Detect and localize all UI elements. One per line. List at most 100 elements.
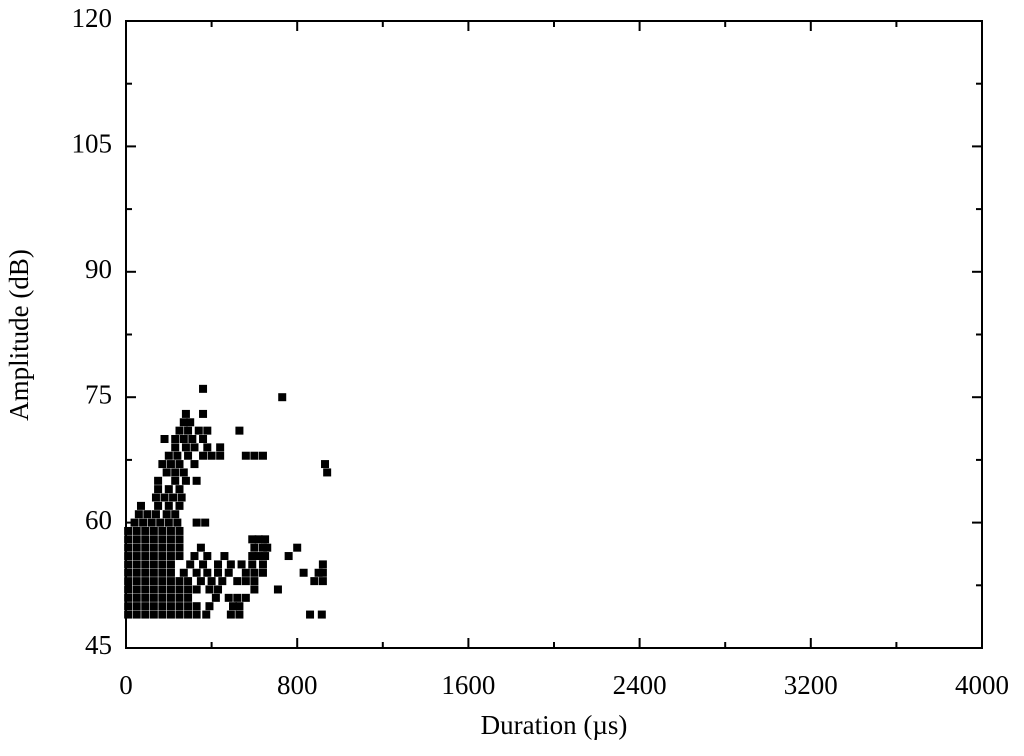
point [192, 610, 201, 619]
point [124, 560, 133, 569]
point [166, 568, 175, 577]
point [171, 476, 180, 485]
point [141, 543, 150, 552]
point [175, 460, 184, 469]
point [184, 426, 193, 435]
point [250, 543, 259, 552]
point [181, 409, 190, 418]
point [194, 426, 203, 435]
y-tick-label: 105 [72, 129, 113, 159]
point [166, 593, 175, 602]
point [158, 535, 167, 544]
point [164, 518, 173, 527]
point [124, 568, 133, 577]
y-tick-label: 75 [85, 379, 112, 409]
point [149, 560, 158, 569]
point [226, 560, 235, 569]
point [263, 543, 272, 552]
point [179, 418, 188, 427]
point [254, 552, 263, 561]
point [132, 543, 141, 552]
point [192, 585, 201, 594]
point [171, 435, 180, 443]
point [132, 577, 141, 586]
point [293, 543, 302, 552]
point [158, 602, 167, 611]
point [318, 568, 327, 577]
point [224, 593, 233, 602]
point [177, 493, 186, 502]
point [205, 602, 214, 611]
point [141, 602, 150, 611]
point [250, 585, 259, 594]
point [147, 518, 156, 527]
point [175, 543, 184, 552]
point [179, 568, 188, 577]
point [141, 560, 150, 569]
point [203, 443, 212, 452]
x-axis-title: Duration (µs) [481, 710, 628, 740]
point [184, 585, 193, 594]
point [203, 426, 212, 435]
point [199, 409, 208, 418]
x-tick-label: 4000 [955, 670, 1009, 700]
point [196, 543, 205, 552]
point [233, 593, 242, 602]
point [175, 602, 184, 611]
point [158, 543, 167, 552]
point [190, 552, 199, 561]
point [237, 560, 246, 569]
point [166, 460, 175, 469]
point [199, 435, 208, 443]
point [158, 560, 167, 569]
point [261, 535, 270, 544]
point [175, 610, 184, 619]
point [278, 393, 287, 402]
point [196, 577, 205, 586]
point [169, 493, 178, 502]
point [141, 535, 150, 544]
point [136, 501, 145, 510]
point [258, 543, 267, 552]
point [199, 560, 208, 569]
point [216, 451, 225, 460]
point [151, 493, 160, 502]
point [199, 384, 208, 393]
point [321, 460, 330, 469]
point [211, 593, 220, 602]
point [149, 585, 158, 594]
point [154, 485, 163, 494]
x-tick-label: 2400 [613, 670, 667, 700]
point [156, 518, 165, 527]
x-tick-label: 1600 [441, 670, 495, 700]
point [149, 610, 158, 619]
point [192, 476, 201, 485]
point [158, 610, 167, 619]
point [149, 552, 158, 561]
point [235, 610, 244, 619]
point [186, 560, 195, 569]
point [149, 577, 158, 586]
point [226, 610, 235, 619]
point [207, 451, 216, 460]
point [171, 510, 180, 519]
point [241, 577, 250, 586]
point [132, 535, 141, 544]
x-tick-label: 3200 [784, 670, 838, 700]
point [175, 426, 184, 435]
point [175, 526, 184, 535]
point [124, 610, 133, 619]
point [141, 526, 150, 535]
point [214, 568, 223, 577]
point [132, 552, 141, 561]
point [158, 585, 167, 594]
point [214, 585, 223, 594]
point [175, 585, 184, 594]
point [199, 451, 208, 460]
point [203, 552, 212, 561]
point [317, 610, 326, 619]
point [202, 610, 211, 619]
point [139, 518, 148, 527]
point [235, 426, 244, 435]
point [192, 568, 201, 577]
